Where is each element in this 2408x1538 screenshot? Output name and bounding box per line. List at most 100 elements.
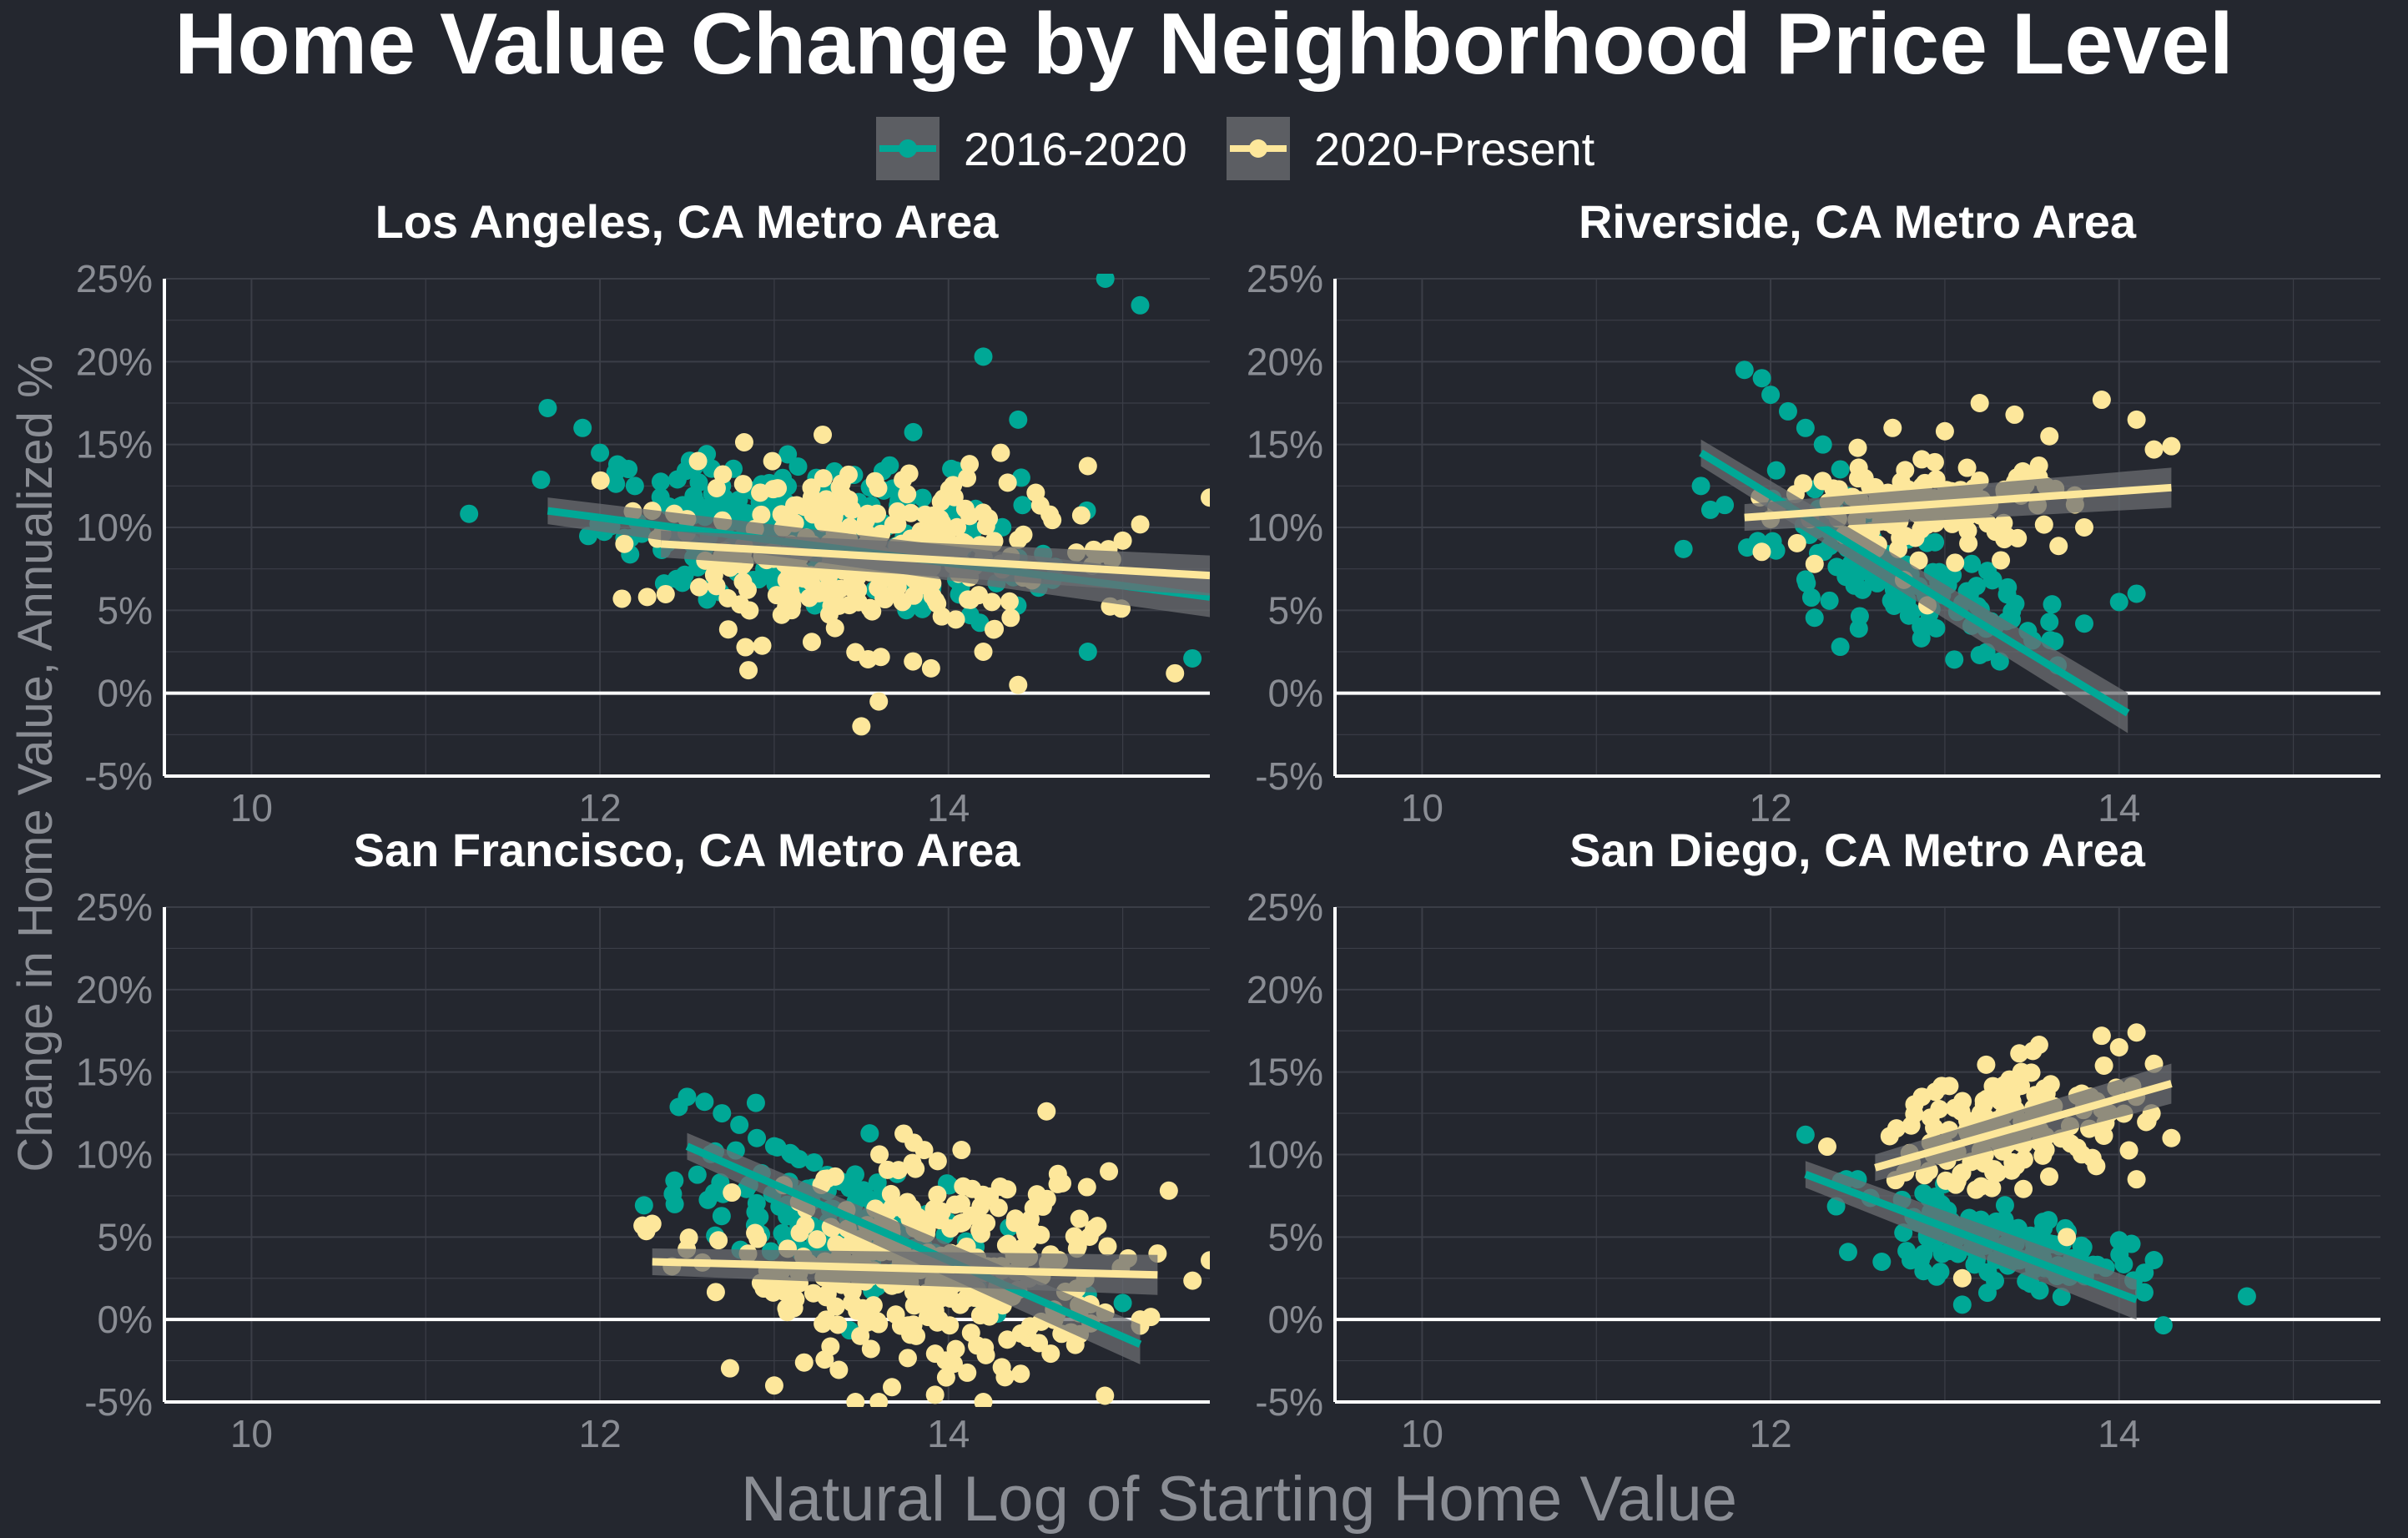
data-point bbox=[2134, 1283, 2154, 1302]
data-point bbox=[888, 502, 907, 521]
data-point bbox=[2127, 410, 2146, 429]
data-point bbox=[888, 515, 907, 534]
data-point bbox=[2127, 1023, 2146, 1042]
x-tick-label: 10 bbox=[230, 786, 273, 830]
data-point bbox=[2034, 515, 2053, 534]
data-point bbox=[746, 1223, 765, 1243]
data-point bbox=[974, 1393, 993, 1407]
data-point bbox=[1691, 477, 1710, 496]
data-point bbox=[1829, 480, 1848, 499]
data-point bbox=[1024, 1198, 1043, 1218]
data-point bbox=[952, 1141, 971, 1160]
data-point bbox=[591, 471, 610, 490]
data-point bbox=[1159, 1181, 1178, 1200]
data-point bbox=[870, 1145, 889, 1164]
data-point bbox=[894, 1124, 914, 1143]
data-point bbox=[1971, 1104, 1990, 1123]
data-point bbox=[651, 472, 670, 492]
data-point bbox=[846, 1393, 865, 1407]
data-point bbox=[960, 455, 980, 474]
data-point bbox=[1014, 525, 1033, 544]
data-point bbox=[2109, 1231, 2128, 1250]
data-point bbox=[2137, 1112, 2156, 1132]
data-point bbox=[1972, 1177, 1991, 1196]
data-point bbox=[869, 1393, 889, 1407]
data-point bbox=[1009, 675, 1028, 694]
data-point bbox=[817, 1288, 836, 1307]
data-point bbox=[941, 1219, 960, 1238]
data-point bbox=[1929, 563, 1948, 582]
data-point bbox=[886, 1305, 905, 1324]
data-point bbox=[1940, 1077, 1959, 1096]
data-point bbox=[1796, 1125, 1815, 1144]
data-point bbox=[985, 619, 1005, 638]
data-point bbox=[1131, 515, 1150, 534]
data-point bbox=[925, 1344, 945, 1364]
data-point bbox=[1987, 1212, 2006, 1231]
trend-line bbox=[660, 540, 1210, 580]
data-point bbox=[998, 1180, 1017, 1199]
data-point bbox=[1914, 1244, 1933, 1263]
data-point bbox=[860, 1309, 879, 1328]
data-point bbox=[830, 478, 849, 497]
data-point bbox=[982, 593, 1001, 612]
data-point bbox=[718, 588, 738, 608]
data-point bbox=[1752, 542, 1771, 562]
data-point bbox=[975, 1338, 995, 1357]
y-tick-label: 0% bbox=[1268, 672, 1323, 715]
trend-line bbox=[1744, 483, 2172, 522]
data-point bbox=[958, 468, 977, 487]
data-point bbox=[869, 692, 889, 711]
panel-title: San Francisco, CA Metro Area bbox=[354, 824, 1021, 876]
panel-title: Los Angeles, CA Metro Area bbox=[375, 195, 1000, 248]
panel-2: San Francisco, CA Metro Area -5% 0% 5% 10% 15… bbox=[76, 824, 1210, 1455]
data-point bbox=[531, 470, 551, 489]
data-point bbox=[1970, 645, 1989, 664]
data-point bbox=[2049, 537, 2068, 556]
data-point bbox=[1831, 638, 1850, 657]
data-point bbox=[1912, 520, 1931, 539]
data-point bbox=[856, 511, 875, 530]
data-point bbox=[1931, 1263, 1950, 1282]
data-point bbox=[637, 587, 657, 607]
data-point bbox=[888, 577, 907, 597]
data-point bbox=[1831, 460, 1850, 479]
data-point bbox=[915, 524, 934, 543]
data-point bbox=[1838, 1243, 1857, 1262]
data-point bbox=[1995, 530, 2014, 549]
y-tick-label: 0% bbox=[98, 672, 153, 715]
data-point bbox=[1977, 1055, 1996, 1074]
data-point bbox=[1761, 386, 1781, 405]
data-point bbox=[1945, 650, 1964, 669]
data-point bbox=[778, 445, 798, 464]
x-tick-label: 14 bbox=[927, 1412, 970, 1455]
data-point bbox=[965, 1288, 985, 1308]
data-point bbox=[1817, 1137, 1836, 1157]
panel-title: Riverside, CA Metro Area bbox=[1579, 195, 2137, 248]
data-point bbox=[1914, 1262, 1933, 1281]
data-point bbox=[2074, 518, 2093, 537]
data-point bbox=[736, 638, 755, 657]
legend-item-0: 2016-2020 bbox=[876, 117, 1187, 180]
data-point bbox=[2127, 584, 2146, 603]
data-point bbox=[2029, 1036, 2048, 1055]
y-tick-label: 25% bbox=[1247, 257, 1323, 300]
gridlines bbox=[1335, 906, 2380, 1403]
legend-key-point bbox=[899, 139, 917, 158]
data-point bbox=[634, 1196, 653, 1215]
data-point bbox=[1005, 1209, 1025, 1228]
data-point bbox=[2040, 613, 2059, 632]
data-point bbox=[944, 476, 963, 495]
panel-title: San Diego, CA Metro Area bbox=[1569, 824, 2146, 876]
data-point bbox=[843, 500, 862, 519]
x-tick-label: 14 bbox=[2098, 1412, 2140, 1455]
data-point bbox=[2094, 1056, 2113, 1075]
data-point bbox=[2002, 1084, 2021, 1103]
data-point bbox=[995, 1368, 1015, 1387]
data-point bbox=[960, 606, 980, 625]
data-point bbox=[1013, 496, 1032, 515]
data-point bbox=[1978, 514, 1997, 533]
data-point bbox=[738, 580, 757, 599]
data-point bbox=[794, 1353, 814, 1372]
data-point bbox=[1947, 1172, 1967, 1191]
